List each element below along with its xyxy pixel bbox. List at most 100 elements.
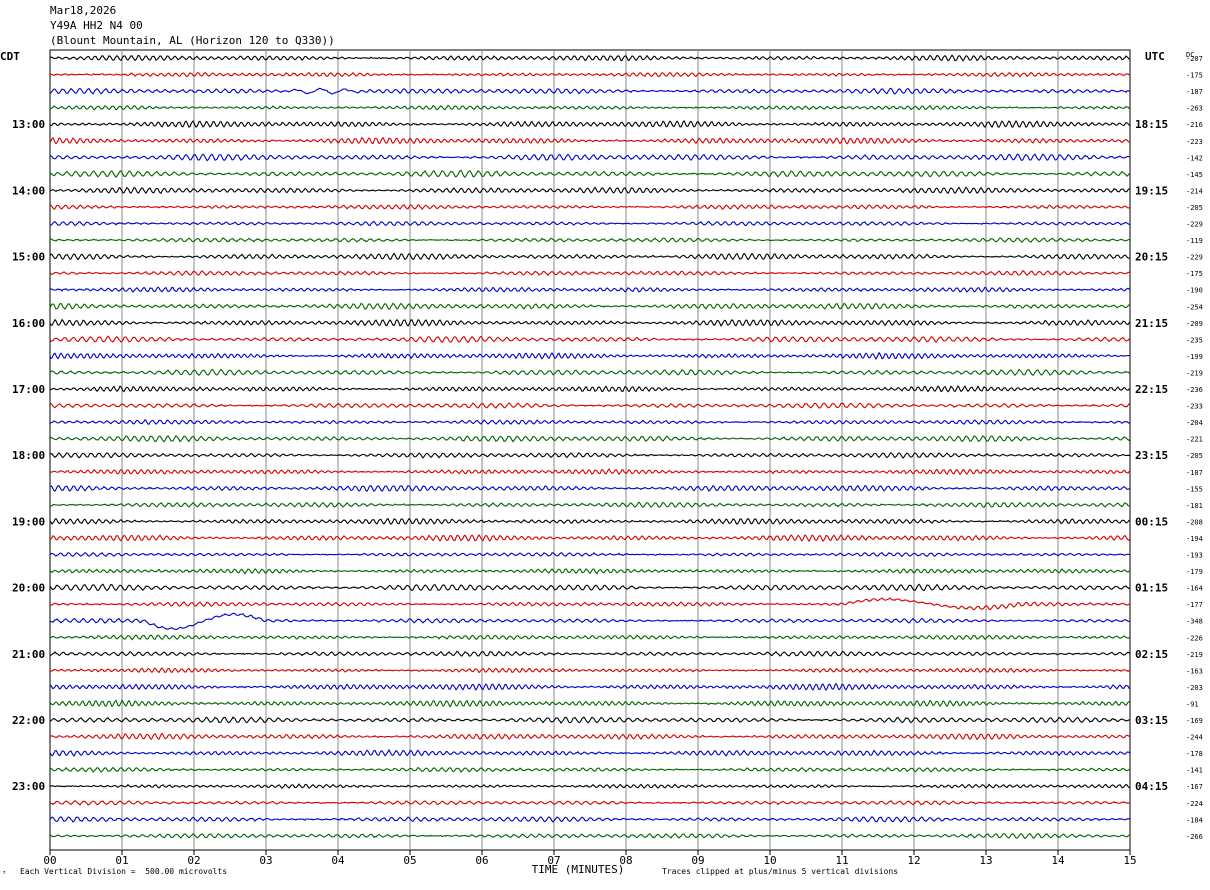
utc-hour-label: 01:15 <box>1135 582 1168 595</box>
cdt-zone-label: CDT <box>0 50 20 63</box>
seismic-trace-line <box>49 335 1131 344</box>
cdt-hour-label: 17:00 <box>12 383 45 396</box>
x-tick-label: 01 <box>115 854 128 867</box>
dc-offset-label: -221 <box>1186 436 1203 444</box>
dc-offset-label: -145 <box>1186 171 1203 179</box>
dc-offset-label: -205 <box>1186 204 1203 212</box>
seismic-trace-line <box>49 402 1131 409</box>
dc-offset-label: -235 <box>1186 336 1203 344</box>
dc-offset-label: -199 <box>1186 353 1203 361</box>
dc-offset-label: -223 <box>1186 138 1203 146</box>
x-tick-label: 10 <box>763 854 776 867</box>
dc-offset-label: -236 <box>1186 386 1203 394</box>
plot-frame <box>49 49 1131 851</box>
seismic-trace-line <box>49 220 1131 227</box>
seismic-trace-line <box>49 302 1131 311</box>
dc-offset-label: -177 <box>1186 601 1203 609</box>
seismic-trace-line <box>49 534 1131 543</box>
utc-hour-label: 18:15 <box>1135 118 1168 131</box>
seismic-trace-line <box>49 501 1131 509</box>
seismic-trace-line <box>49 815 1131 823</box>
x-tick-label: 07 <box>547 854 560 867</box>
seismic-trace-line <box>49 484 1131 493</box>
cdt-hour-label: 13:00 <box>12 118 45 131</box>
dc-offset-label: -167 <box>1186 783 1203 791</box>
dc-offset-label: -169 <box>1186 717 1203 725</box>
cdt-hour-label: 20:00 <box>12 582 45 595</box>
seismic-trace-line <box>49 766 1131 773</box>
dc-offset-label: -194 <box>1186 535 1203 543</box>
seismic-trace-line <box>49 452 1131 459</box>
dc-offset-label: -184 <box>1186 816 1203 824</box>
seismic-trace-line <box>49 169 1131 179</box>
x-tick-label: 03 <box>259 854 272 867</box>
dc-offset-label: -91 <box>1186 700 1199 708</box>
cdt-hour-label: 14:00 <box>12 184 45 197</box>
seismic-trace-line <box>49 252 1131 261</box>
seismic-trace-line <box>49 204 1131 211</box>
utc-hour-label: 23:15 <box>1135 449 1168 462</box>
cdt-hour-label: 16:00 <box>12 317 45 330</box>
dc-offset-label: -266 <box>1186 833 1203 841</box>
dc-offset-label: -203 <box>1186 684 1203 692</box>
seismic-trace-line <box>49 71 1131 78</box>
x-tick-label: 00 <box>43 854 56 867</box>
seismic-trace-line <box>49 318 1131 327</box>
utc-hour-label: 21:15 <box>1135 317 1168 330</box>
seismic-trace-line <box>49 237 1131 243</box>
x-tick-label: 04 <box>331 854 345 867</box>
seismic-trace-line <box>49 104 1131 111</box>
seismic-trace-line <box>49 551 1131 558</box>
dc-offset-label: -348 <box>1186 618 1203 626</box>
dc-offset-label: -190 <box>1186 287 1203 295</box>
seismic-trace-line <box>49 136 1131 145</box>
seismic-trace-line <box>49 568 1131 575</box>
dc-label: DC <box>1186 51 1194 59</box>
dc-offset-label: -214 <box>1186 187 1203 195</box>
seismic-trace-line <box>49 667 1131 674</box>
seismic-trace-line <box>49 368 1131 377</box>
seismic-trace-line <box>49 612 1131 630</box>
utc-hour-label: 20:15 <box>1135 251 1168 264</box>
seismic-trace-line <box>49 269 1131 277</box>
dc-offset-label: -155 <box>1186 485 1203 493</box>
dc-offset-label: -205 <box>1186 452 1203 460</box>
dc-offset-label: -209 <box>1186 320 1203 328</box>
x-axis-label: TIME (MINUTES) <box>532 863 625 876</box>
seismic-trace-line <box>49 650 1131 657</box>
utc-hour-label: 02:15 <box>1135 648 1168 661</box>
dc-offset-label: -229 <box>1186 221 1203 229</box>
seismic-trace-line <box>49 468 1131 476</box>
dc-offset-label: -229 <box>1186 254 1203 262</box>
dc-offset-label: -219 <box>1186 651 1203 659</box>
x-tick-label: 11 <box>835 854 848 867</box>
dc-offset-label: -179 <box>1186 568 1203 576</box>
utc-hour-label: 19:15 <box>1135 184 1168 197</box>
dc-offset-label: -141 <box>1186 767 1203 775</box>
utc-hour-label: 00:15 <box>1135 515 1168 528</box>
dc-offset-label: -244 <box>1186 734 1203 742</box>
seismic-trace-line <box>49 186 1131 195</box>
x-tick-label: 15 <box>1123 854 1136 867</box>
x-tick-label: 14 <box>1051 854 1065 867</box>
dc-offset-label: -175 <box>1186 72 1203 80</box>
seismic-trace-line <box>49 153 1131 162</box>
cdt-hour-label: 18:00 <box>12 449 45 462</box>
clip-note: Traces clipped at plus/minus 5 vertical … <box>662 867 899 876</box>
corner-mark: ³ <box>2 870 7 878</box>
dc-offset-label: -187 <box>1186 469 1203 477</box>
seismic-trace-line <box>49 716 1131 724</box>
channel-label: Y49A HH2 N4 00 <box>50 19 143 32</box>
dc-offset-label: -224 <box>1186 800 1203 808</box>
seismic-trace-line <box>49 434 1131 443</box>
dc-offset-label: -163 <box>1186 667 1203 675</box>
x-tick-label: 12 <box>907 854 920 867</box>
x-tick-label: 05 <box>403 854 416 867</box>
dc-offset-label: -193 <box>1186 552 1203 560</box>
seismic-trace-line <box>49 54 1131 62</box>
cdt-hour-label: 19:00 <box>12 515 45 528</box>
dc-offset-label: -219 <box>1186 369 1203 377</box>
cdt-hour-label: 21:00 <box>12 648 45 661</box>
dc-offset-label: -204 <box>1186 419 1203 427</box>
